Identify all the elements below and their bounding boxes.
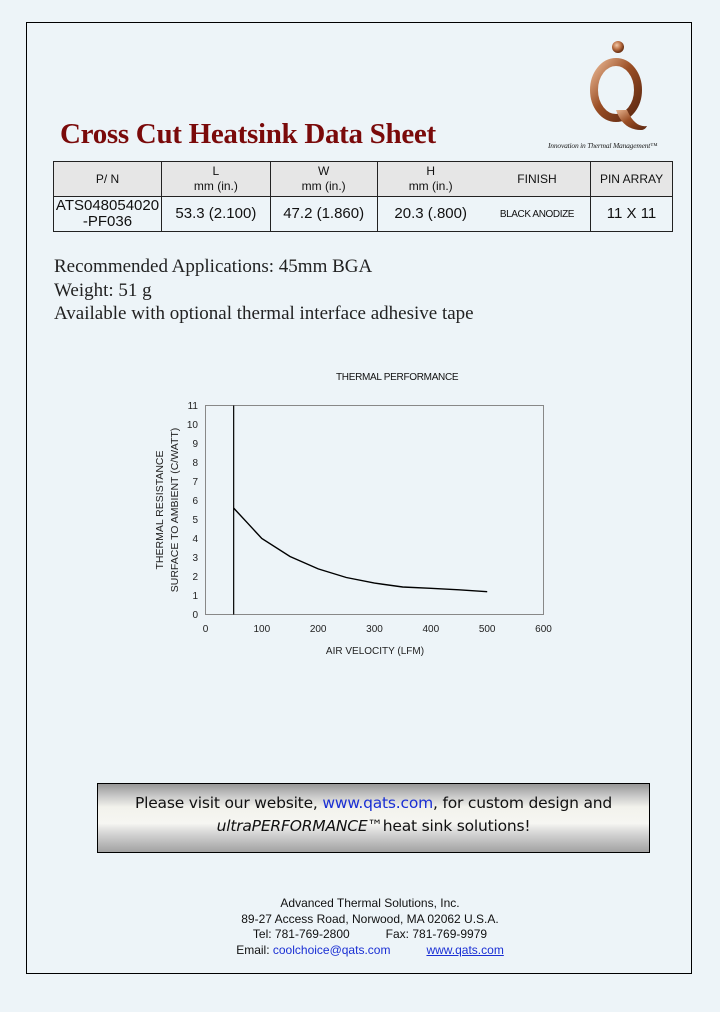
company-name: Advanced Thermal Solutions, Inc. (280, 896, 460, 910)
x-tick-label: 300 (366, 624, 383, 635)
x-tick-label: 500 (479, 624, 496, 635)
plot-area (205, 405, 544, 615)
banner-website-link[interactable]: www.qats.com (322, 794, 434, 812)
y-axis-label-line2: SURFACE TO AMBIENT (C/WATT) (169, 428, 181, 593)
y-tick-label: 3 (192, 553, 198, 564)
x-tick-label: 400 (422, 624, 439, 635)
telephone: Tel: 781-769-2800 (252, 927, 350, 941)
x-tick-label: 100 (253, 624, 270, 635)
y-tick-label: 10 (187, 420, 199, 431)
adhesive-tape-note: Available with optional thermal interfac… (54, 303, 474, 324)
email-link[interactable]: coolchoice@qats.com (272, 942, 391, 957)
x-tick-label: 0 (203, 624, 209, 635)
website-banner: Please visit our website, www.qats.com, … (97, 783, 650, 853)
cell-length: 53.3 (2.100) (160, 196, 271, 232)
y-tick-label: 9 (192, 439, 198, 450)
header-pin-array: PIN ARRAY (590, 161, 673, 197)
y-tick-label: 0 (192, 610, 198, 621)
header-part-number: P/ N (53, 161, 162, 197)
thermal-performance-chart: 0 1 2 3 4 5 6 7 8 9 10 11 0 100 200 300 400 500 600 THERM… (154, 401, 553, 657)
brand-name: ultraPERFORMANCE™ (216, 817, 383, 835)
y-axis-ticks: 0 1 2 3 4 5 6 7 8 9 10 11 (187, 401, 199, 621)
thermal-resistance-curve (233, 507, 488, 593)
spec-table-row: ATS048054020 -PF036 53.3 (2.100) 47.2 (1.… (53, 196, 673, 232)
banner-line-2: ultraPERFORMANCE™heat sink solutions! (216, 817, 531, 835)
x-tick-label: 600 (535, 624, 552, 635)
company-address: 89-27 Access Road, Norwood, MA 02062 U.S… (241, 911, 499, 926)
y-tick-label: 8 (192, 458, 198, 469)
x-axis-ticks: 0 100 200 300 400 500 600 (203, 624, 553, 635)
y-tick-label: 5 (192, 515, 198, 526)
y-axis-label-line1: THERMAL RESISTANCE (154, 450, 166, 569)
weight: Weight: 51 g (54, 279, 152, 301)
product-info: Recommended Applications: 45mm BGA Weigh… (54, 255, 474, 326)
company-footer: Advanced Thermal Solutions, Inc. 89-27 A… (220, 896, 520, 958)
x-axis-label: AIR VELOCITY (LFM) (326, 646, 424, 657)
y-tick-label: 2 (192, 572, 198, 583)
y-tick-label: 6 (192, 496, 198, 507)
y-tick-label: 11 (188, 401, 199, 412)
company-logo-q-icon (590, 41, 647, 130)
recommended-applications: Recommended Applications: 45mm BGA (54, 256, 373, 277)
header-finish: FINISH (483, 161, 592, 197)
page-border (26, 22, 692, 974)
banner-line-1: Please visit our website, www.qats.com, … (134, 794, 613, 812)
page-title: Cross Cut Heatsink Data Sheet (60, 118, 436, 150)
cell-finish: BLACK ANODIZE (483, 196, 592, 232)
x-tick-label: 200 (310, 624, 327, 635)
phone-fax-row: Tel: 781-769-2800 Fax: 781-769-9979 (220, 927, 520, 943)
logo-tagline: Innovation in Thermal Management™ (548, 141, 658, 150)
cell-pin-array: 11 X 11 (590, 196, 673, 232)
cell-part-number: ATS048054020 -PF036 (53, 196, 162, 232)
chart-title: THERMAL PERFORMANCE (336, 372, 459, 383)
contact-row: Email: coolchoice@qats.com www.qats.com (236, 942, 504, 957)
cell-width: 47.2 (1.860) (269, 196, 378, 232)
footer-website-link[interactable]: www.qats.com (426, 942, 504, 957)
y-tick-label: 4 (192, 534, 198, 545)
fax: Fax: 781-769-9979 (385, 927, 488, 941)
y-tick-label: 1 (192, 591, 198, 602)
y-tick-label: 7 (192, 477, 198, 488)
cell-height: 20.3 (.800) (376, 196, 484, 232)
